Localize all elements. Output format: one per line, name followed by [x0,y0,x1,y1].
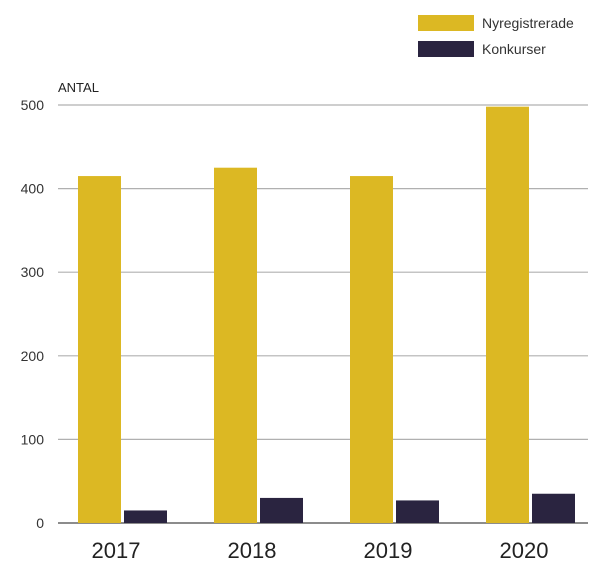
x-tick-label-2020: 2020 [500,538,549,563]
x-tick-label-2019: 2019 [364,538,413,563]
legend-label-nyregistrerade: Nyregistrerade [482,15,574,31]
legend-item-konkurser: Konkurser [418,38,574,60]
y-tick-label-500: 500 [21,97,45,113]
y-tick-labels: 0 100 200 300 400 500 [21,97,45,531]
bar-konkurser-2018 [260,497,303,523]
legend-label-konkurser: Konkurser [482,41,546,57]
y-tick-label-200: 200 [21,348,45,364]
y-axis-label: ANTAL [58,80,99,95]
legend: Nyregistrerade Konkurser [418,12,574,64]
x-tick-label-2018: 2018 [228,538,277,563]
bar-nyregistrerade-2017 [78,176,121,523]
bar-nyregistrerade-2018 [214,167,257,523]
bar-nyregistrerade-2020 [486,106,529,523]
legend-item-nyregistrerade: Nyregistrerade [418,12,574,34]
x-tick-label-2017: 2017 [92,538,141,563]
legend-swatch-konkurser [418,41,474,57]
bar-konkurser-2019 [396,500,439,523]
y-tick-label-0: 0 [36,515,44,531]
y-tick-label-300: 300 [21,264,45,280]
y-tick-label-100: 100 [21,431,45,447]
bars [78,106,575,523]
bar-nyregistrerade-2019 [350,176,393,523]
x-tick-labels: 2017 2018 2019 2020 [92,538,549,563]
legend-swatch-nyregistrerade [418,15,474,31]
bar-konkurser-2017 [124,510,167,523]
bar-konkurser-2020 [532,493,575,523]
y-tick-label-400: 400 [21,181,45,197]
